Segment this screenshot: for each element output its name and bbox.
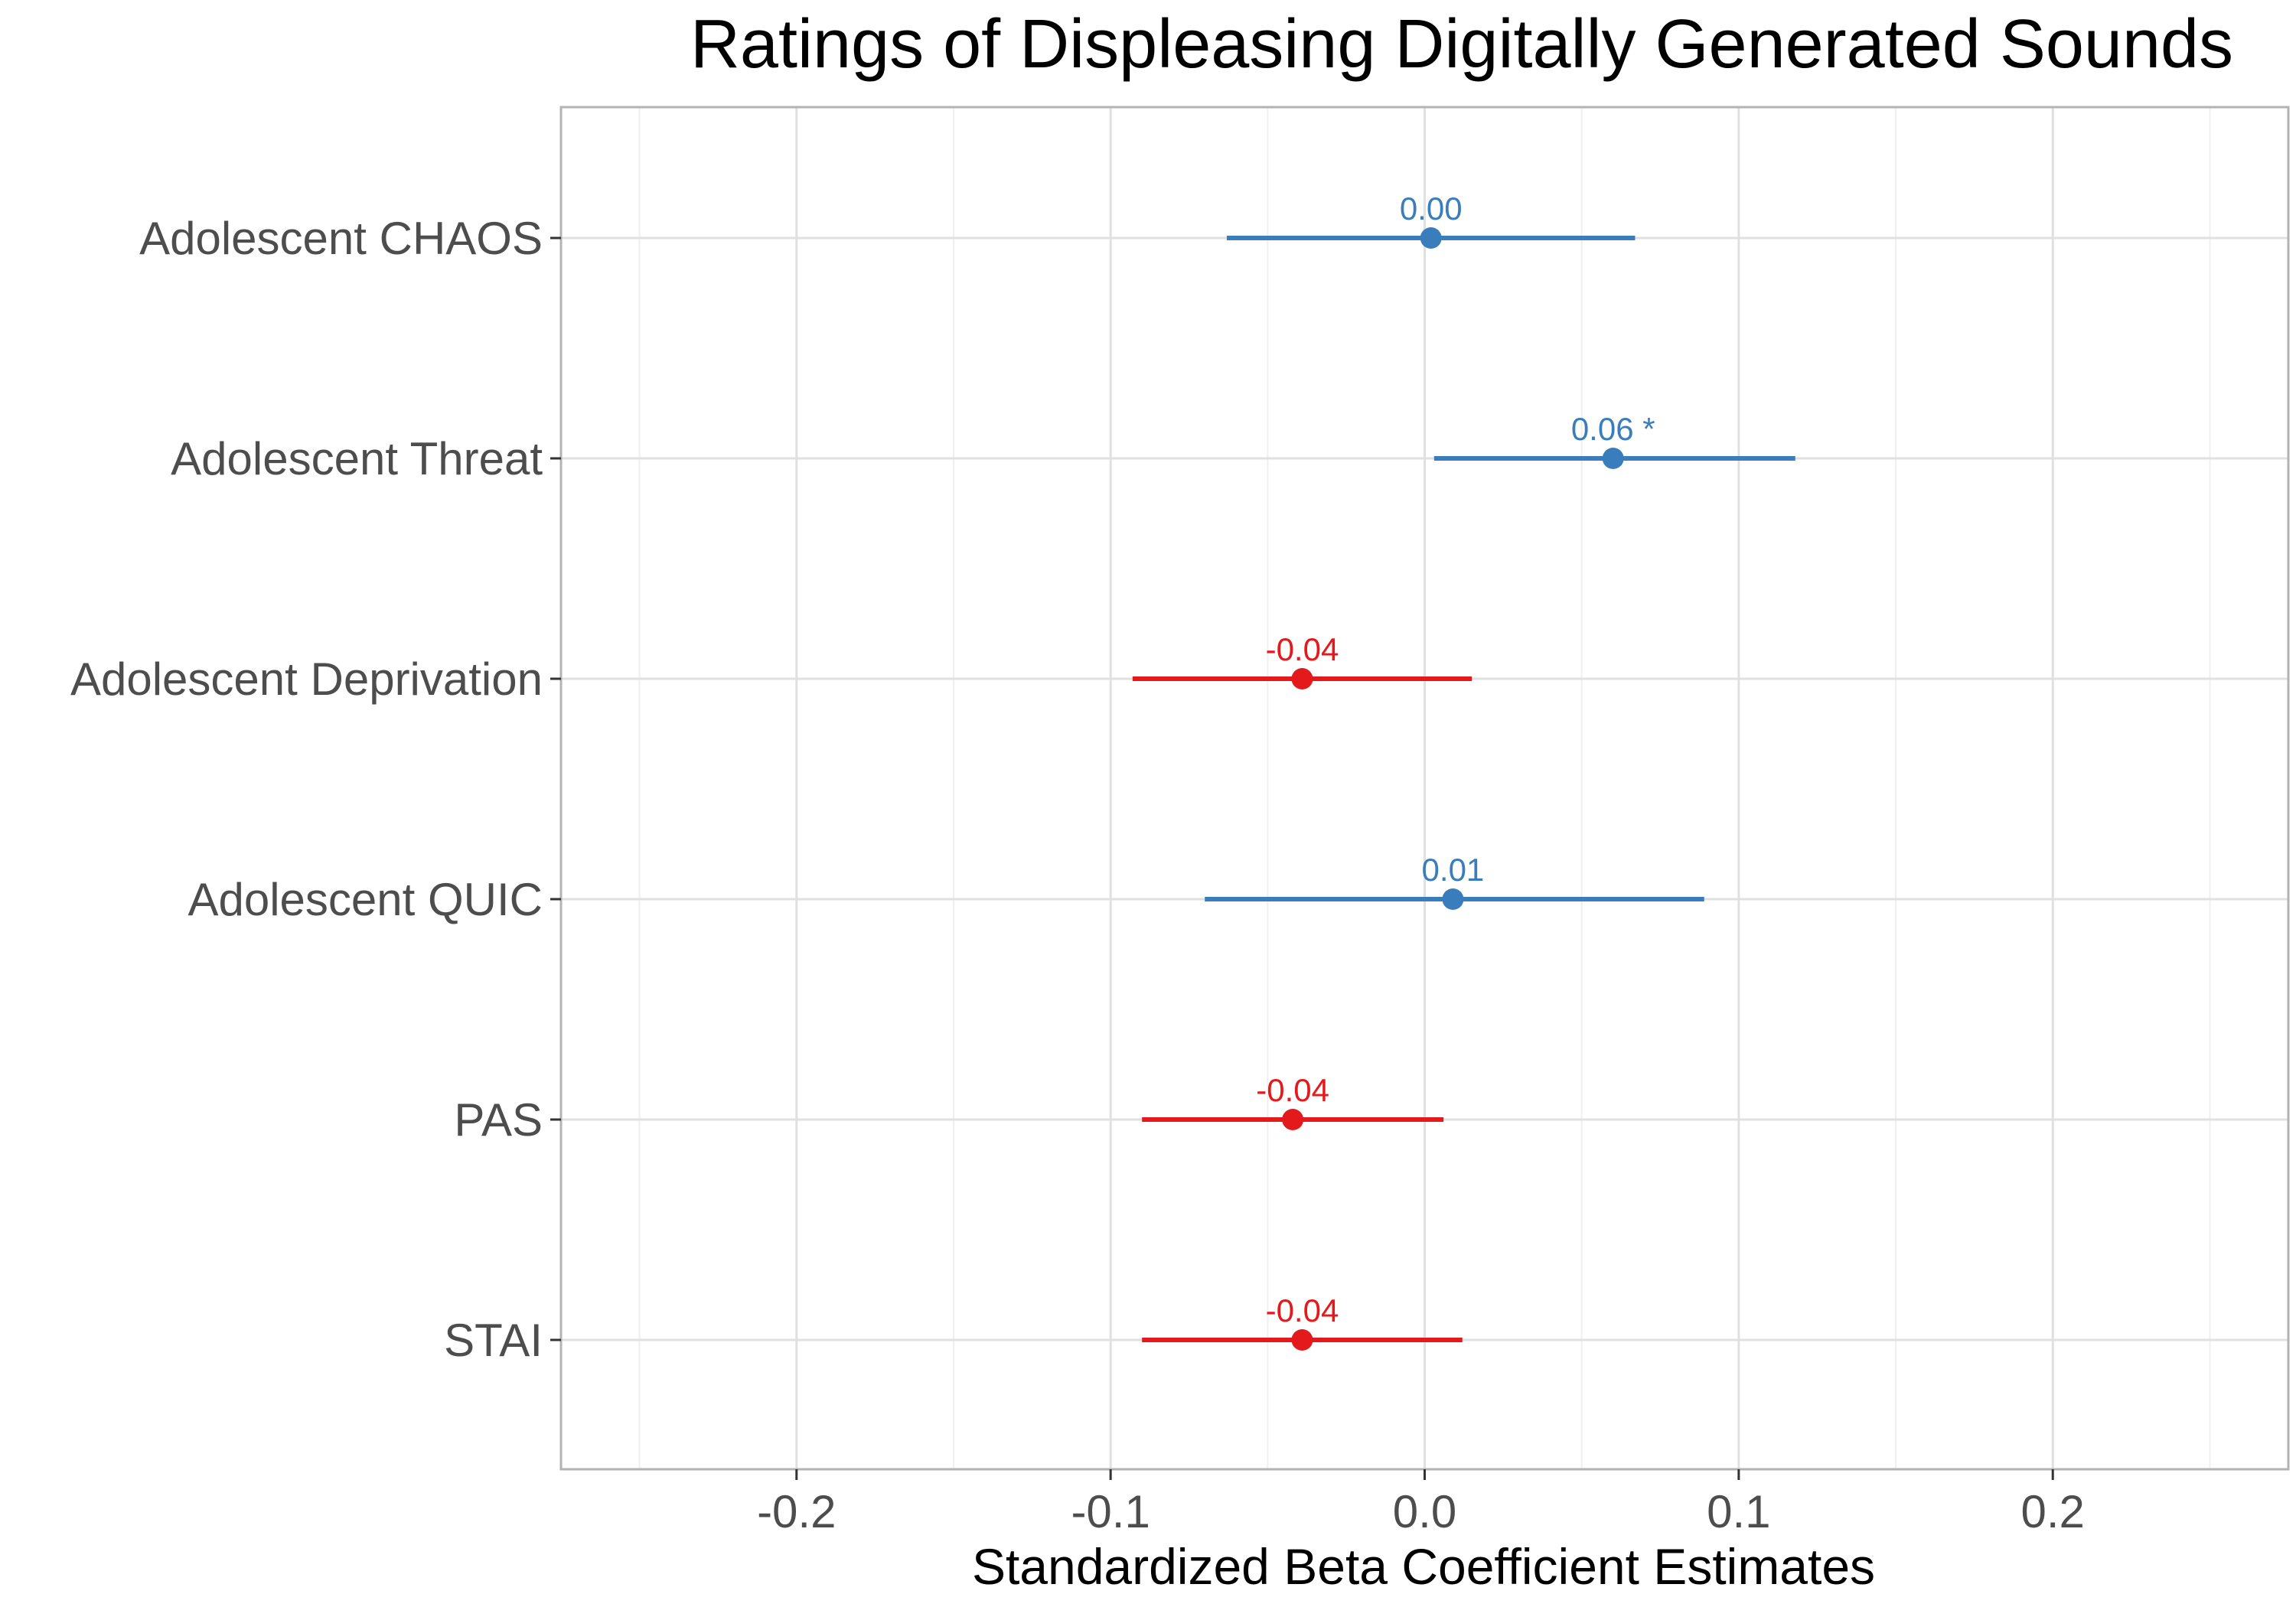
x-tick-label: 0.1 <box>1707 1486 1770 1537</box>
x-axis-tick-labels: -0.2 -0.1 0.0 0.1 0.2 <box>757 1469 2085 1537</box>
x-axis-title: Standardized Beta Coefficient Estimates <box>972 1538 1875 1595</box>
estimate-point <box>1291 668 1313 689</box>
estimate-point <box>1602 448 1624 469</box>
y-axis-tick-labels: Adolescent CHAOS Adolescent Threat Adolesc… <box>70 213 561 1366</box>
y-tick-label: Adolescent CHAOS <box>139 213 543 264</box>
estimate-value-label: -0.04 <box>1266 631 1339 667</box>
chart-title: Ratings of Displeasing Digitally Generat… <box>690 6 2233 83</box>
x-tick-label: 0.2 <box>2021 1486 2085 1537</box>
y-tick-label: STAI <box>444 1315 543 1366</box>
estimate-value-label: -0.04 <box>1266 1292 1339 1328</box>
estimate-point <box>1420 227 1442 249</box>
estimate-value-label: 0.06 * <box>1571 411 1655 447</box>
y-tick-label: Adolescent Threat <box>171 433 543 484</box>
estimate-value-label: 0.00 <box>1400 191 1463 227</box>
x-tick-label: 0.0 <box>1393 1486 1456 1537</box>
estimate-point <box>1442 888 1464 910</box>
x-tick-label: -0.1 <box>1071 1486 1150 1537</box>
y-tick-label: PAS <box>454 1094 543 1146</box>
y-tick-label: Adolescent QUIC <box>188 874 543 925</box>
estimate-marks: 0.00 0.06 * -0.04 0.01 -0.04 -0.04 <box>1132 191 1795 1351</box>
estimate-value-label: -0.04 <box>1256 1072 1329 1108</box>
x-tick-label: -0.2 <box>757 1486 836 1537</box>
y-tick-label: Adolescent Deprivation <box>70 654 543 705</box>
grid-lines <box>561 107 2288 1469</box>
estimate-value-label: 0.01 <box>1422 852 1485 888</box>
estimate-point <box>1291 1329 1313 1351</box>
estimate-point <box>1282 1109 1304 1130</box>
